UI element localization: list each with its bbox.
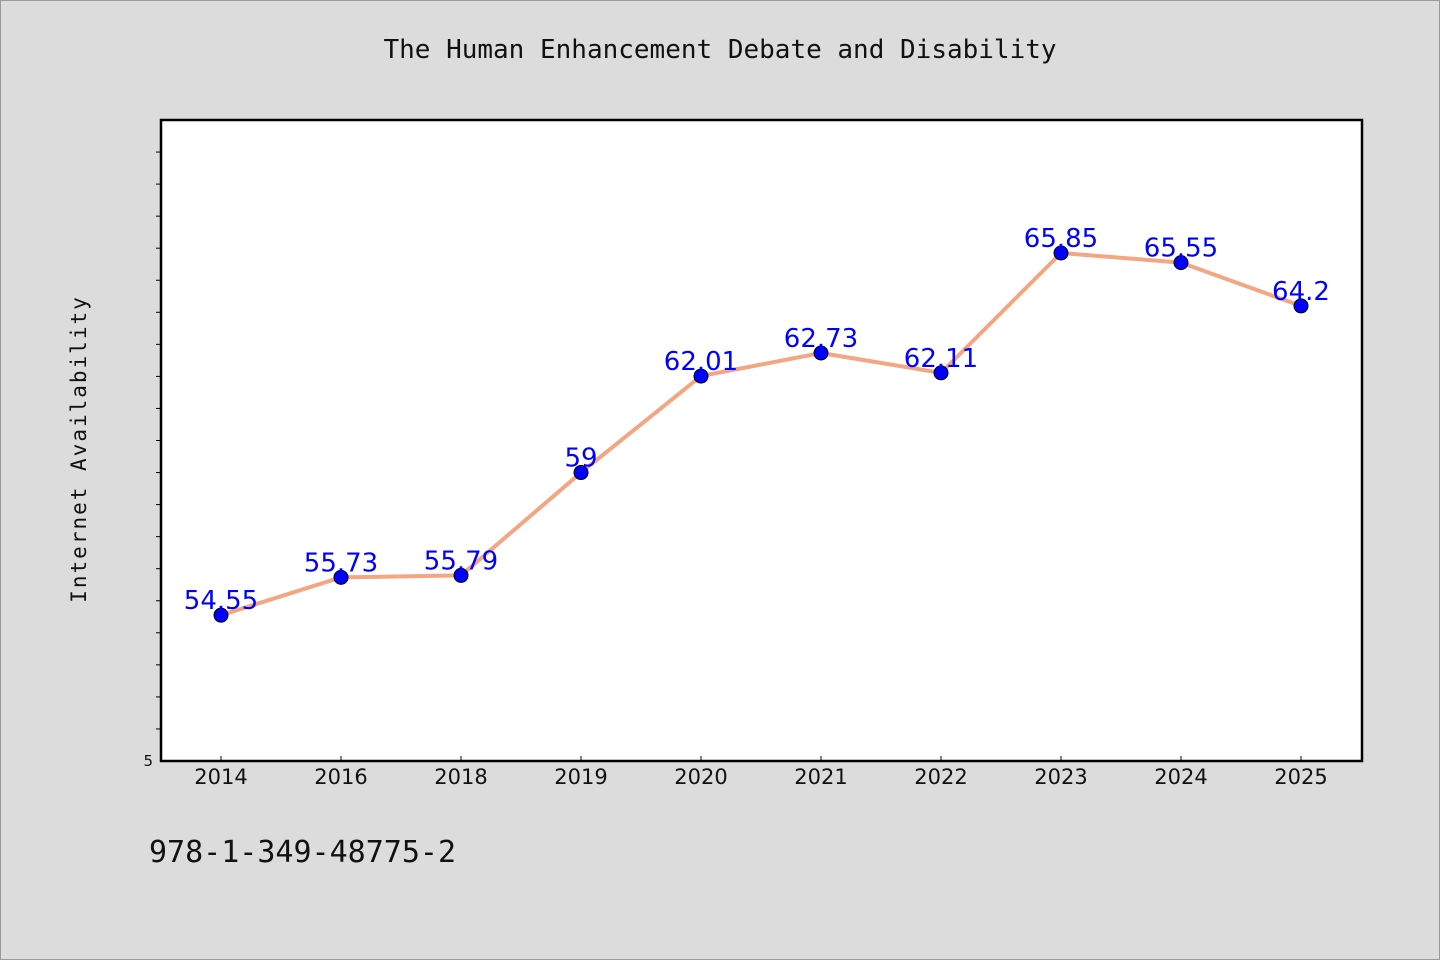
data-label: 62.11 bbox=[904, 344, 978, 374]
data-label: 62.73 bbox=[784, 324, 858, 354]
series-points-group bbox=[213, 245, 1309, 623]
footer-code: 978-1-349-48775-2 bbox=[149, 835, 457, 870]
x-tick-label: 2024 bbox=[1154, 765, 1207, 789]
x-axis-ticks: 2014 2016 2018 2019 2020 2021 2022 2023 2024 2025 bbox=[194, 756, 1328, 789]
series-line bbox=[219, 251, 1303, 618]
data-label: 59 bbox=[564, 444, 597, 474]
series-line-group bbox=[219, 251, 1303, 618]
data-label: 65.55 bbox=[1144, 234, 1218, 264]
data-point bbox=[813, 345, 829, 361]
data-point bbox=[573, 465, 589, 481]
data-label: 62.01 bbox=[664, 347, 738, 377]
x-tick-label: 2020 bbox=[674, 765, 727, 789]
data-point bbox=[1293, 298, 1309, 314]
x-tick-label: 2016 bbox=[314, 765, 367, 789]
x-tick-label: 2023 bbox=[1034, 765, 1087, 789]
chart-title: The Human Enhancement Debate and Disabil… bbox=[383, 35, 1057, 65]
series-labels-group: 54.55 55.73 55.79 59 62.01 62.73 62.11 65.85 65.… bbox=[184, 224, 1330, 616]
data-point bbox=[453, 567, 469, 583]
x-tick-label: 2022 bbox=[914, 765, 967, 789]
data-point bbox=[1173, 255, 1189, 271]
data-point bbox=[693, 368, 709, 384]
x-tick-label: 2025 bbox=[1274, 765, 1327, 789]
x-tick-label: 2014 bbox=[194, 765, 247, 789]
x-tick-label: 2019 bbox=[554, 765, 607, 789]
data-label: 64.2 bbox=[1272, 277, 1330, 307]
data-point bbox=[333, 569, 349, 585]
data-label: 55.79 bbox=[424, 546, 498, 576]
data-label: 54.55 bbox=[184, 586, 258, 616]
x-tick-label: 2021 bbox=[794, 765, 847, 789]
x-tick-label: 2018 bbox=[434, 765, 487, 789]
data-label: 55.73 bbox=[304, 548, 378, 578]
data-point bbox=[933, 365, 949, 381]
data-label: 65.85 bbox=[1024, 224, 1098, 254]
data-point bbox=[213, 607, 229, 623]
y-axis-ticks: 5 bbox=[143, 151, 161, 770]
data-point bbox=[1053, 245, 1069, 261]
y-tick-label: 5 bbox=[143, 752, 153, 770]
plot-area bbox=[159, 118, 1364, 763]
y-axis-label: Internet Availability bbox=[67, 295, 91, 603]
